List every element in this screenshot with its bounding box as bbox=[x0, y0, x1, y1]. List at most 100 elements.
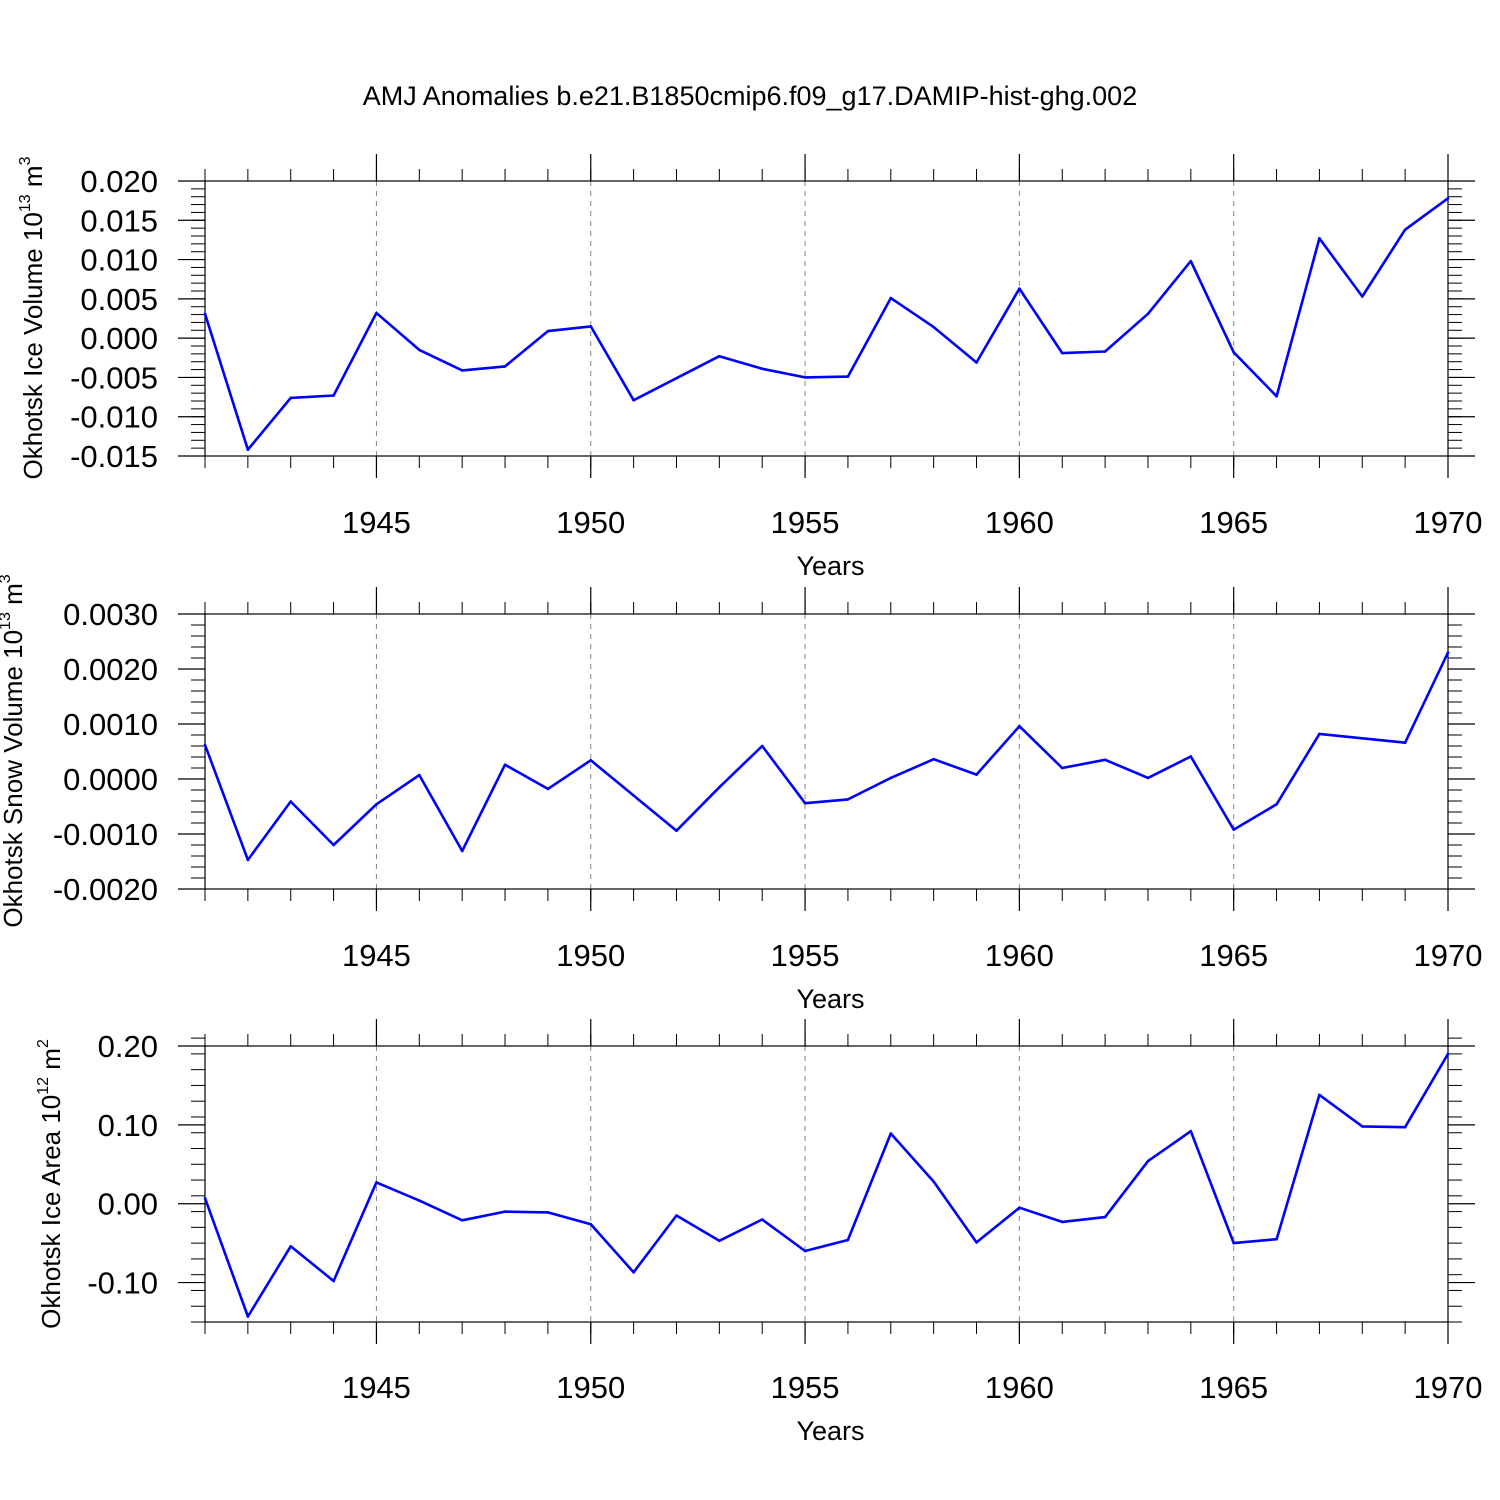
x-tick-label: 1960 bbox=[985, 938, 1054, 973]
y-tick-label: 0.010 bbox=[80, 243, 158, 278]
data-point bbox=[332, 394, 335, 397]
data-point bbox=[1060, 1220, 1064, 1224]
data-point bbox=[975, 773, 978, 776]
data-point bbox=[460, 849, 464, 853]
data-point bbox=[1360, 1125, 1364, 1128]
data-point bbox=[1275, 394, 1278, 398]
series-line bbox=[203, 197, 1449, 452]
y-tick-label: -0.010 bbox=[70, 400, 158, 435]
x-tick-label: 1955 bbox=[771, 1370, 840, 1405]
data-point bbox=[1146, 776, 1150, 780]
x-tick-label: 1950 bbox=[556, 938, 625, 973]
data-point bbox=[760, 1218, 764, 1221]
data-point bbox=[975, 1241, 978, 1244]
data-point bbox=[846, 375, 850, 378]
data-point bbox=[718, 785, 721, 789]
data-point bbox=[1018, 287, 1021, 290]
data-point bbox=[675, 1214, 678, 1217]
data-point bbox=[1446, 1052, 1450, 1056]
y-tick-label: 0.000 bbox=[80, 321, 158, 356]
data-point bbox=[846, 798, 850, 801]
y-tick-label: 0.0020 bbox=[63, 652, 158, 687]
data-point bbox=[1360, 737, 1364, 740]
y-tick-label: 0.020 bbox=[80, 164, 158, 199]
data-point bbox=[1103, 1215, 1107, 1219]
data-point bbox=[889, 1132, 893, 1135]
data-point bbox=[1446, 196, 1450, 200]
data-point bbox=[289, 800, 293, 803]
data-point bbox=[803, 376, 807, 379]
data-point bbox=[1018, 724, 1021, 728]
y-tick-label: 0.005 bbox=[80, 282, 158, 317]
data-point bbox=[1189, 259, 1193, 263]
chart-title: AMJ Anomalies b.e21.B1850cmip6.f09_g17.D… bbox=[363, 81, 1137, 111]
data-point bbox=[418, 1199, 421, 1202]
data-point bbox=[246, 1315, 250, 1318]
chart-panel-1: -0.015 -0.010 -0.005 0.000 0.005 0.010 0.015 0.… bbox=[17, 154, 1482, 581]
x-tick-label: 1945 bbox=[342, 938, 411, 973]
data-point bbox=[375, 1181, 378, 1184]
x-tick-label: 1970 bbox=[1414, 938, 1483, 973]
y-tick-label: -0.0010 bbox=[53, 817, 158, 852]
y-tick-label: -0.015 bbox=[70, 439, 158, 474]
data-point bbox=[546, 329, 550, 333]
data-point bbox=[1103, 350, 1107, 353]
data-point bbox=[1403, 1125, 1407, 1129]
data-point bbox=[1275, 803, 1278, 806]
data-point bbox=[1103, 758, 1107, 762]
data-point bbox=[589, 1222, 593, 1226]
x-tick-label: 1955 bbox=[771, 938, 840, 973]
y-tick-label: 0.00 bbox=[98, 1187, 158, 1222]
data-point bbox=[203, 1196, 207, 1200]
data-point bbox=[203, 312, 207, 316]
data-point bbox=[675, 829, 678, 832]
data-point bbox=[1189, 1129, 1193, 1133]
data-point bbox=[1189, 755, 1193, 758]
data-point bbox=[718, 1239, 721, 1243]
data-point bbox=[932, 325, 935, 329]
data-point bbox=[1232, 828, 1235, 831]
x-tick-label: 1970 bbox=[1414, 1370, 1483, 1405]
data-point bbox=[1146, 1159, 1150, 1163]
x-axis-label: Years bbox=[796, 1416, 864, 1446]
x-tick-label: 1960 bbox=[985, 505, 1054, 540]
data-point bbox=[589, 759, 593, 762]
data-point bbox=[803, 1249, 807, 1253]
x-axis-label: Years bbox=[796, 984, 864, 1014]
x-tick-label: 1960 bbox=[985, 1370, 1054, 1405]
y-tick-label: 0.015 bbox=[80, 203, 158, 238]
x-axis-label: Years bbox=[796, 551, 864, 581]
y-tick-label: -0.0020 bbox=[53, 872, 158, 907]
data-point bbox=[1318, 1093, 1321, 1097]
data-point bbox=[803, 801, 807, 805]
data-point bbox=[1275, 1237, 1278, 1241]
data-point bbox=[503, 763, 507, 766]
y-tick-label: 0.0010 bbox=[63, 707, 158, 742]
plot-frame bbox=[204, 180, 1449, 457]
data-point bbox=[1060, 766, 1064, 770]
x-tick-label: 1945 bbox=[342, 1370, 411, 1405]
data-point bbox=[546, 787, 550, 791]
data-point bbox=[289, 1244, 293, 1248]
data-point bbox=[1146, 312, 1150, 316]
y-tick-label: -0.005 bbox=[70, 360, 158, 395]
data-point bbox=[675, 376, 678, 380]
data-point bbox=[203, 743, 207, 747]
data-point bbox=[846, 1238, 850, 1242]
data-point bbox=[932, 1180, 935, 1183]
data-point bbox=[632, 1271, 635, 1274]
x-tick-label: 1950 bbox=[556, 1370, 625, 1405]
data-point bbox=[1018, 1206, 1021, 1209]
data-point bbox=[632, 794, 635, 797]
x-tick-label: 1945 bbox=[342, 505, 411, 540]
data-point bbox=[1446, 651, 1450, 654]
plot-frame bbox=[204, 613, 1449, 890]
data-point bbox=[932, 757, 935, 761]
data-point bbox=[760, 744, 764, 748]
data-point bbox=[503, 1210, 507, 1213]
y-tick-label: -0.10 bbox=[87, 1266, 158, 1301]
data-point bbox=[1232, 350, 1235, 354]
x-tick-label: 1955 bbox=[771, 505, 840, 540]
data-point bbox=[1403, 228, 1407, 232]
data-point bbox=[375, 803, 378, 806]
